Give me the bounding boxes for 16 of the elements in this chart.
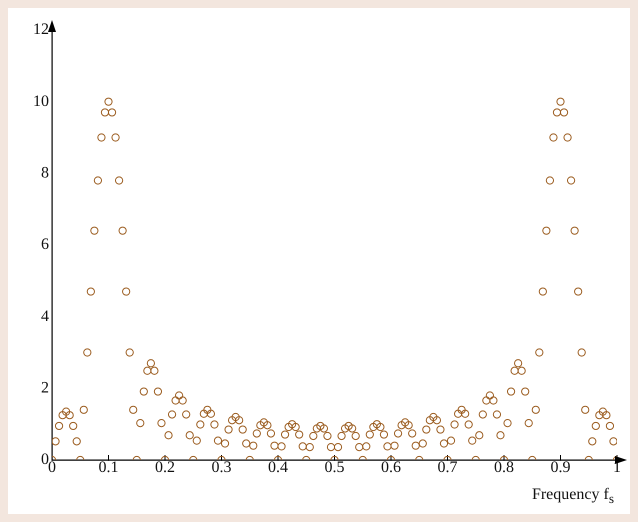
x-tick-label: 0.4 — [268, 458, 288, 476]
x-tick-label: 0.6 — [381, 458, 401, 476]
x-tick-label: 0.8 — [494, 458, 514, 476]
y-tick-label: 8 — [41, 164, 49, 182]
y-tick-label: 2 — [41, 380, 49, 397]
x-tick-label: 0.5 — [324, 458, 344, 476]
x-axis-title: Frequency f$_{s}$ — [532, 486, 614, 508]
x-tick-label: 0.3 — [212, 458, 232, 476]
x-tick-label: 0.1 — [98, 458, 118, 476]
y-tick-label: 4 — [41, 308, 49, 325]
y-tick-label: 6 — [41, 236, 49, 254]
y-tick-label: 12 — [33, 21, 49, 38]
x-tick-label: 0.7 — [438, 458, 458, 476]
y-tick-label: 10 — [33, 92, 49, 110]
x-tick-label: 0.2 — [155, 458, 175, 476]
x-tick-label: 0.9 — [550, 458, 570, 476]
